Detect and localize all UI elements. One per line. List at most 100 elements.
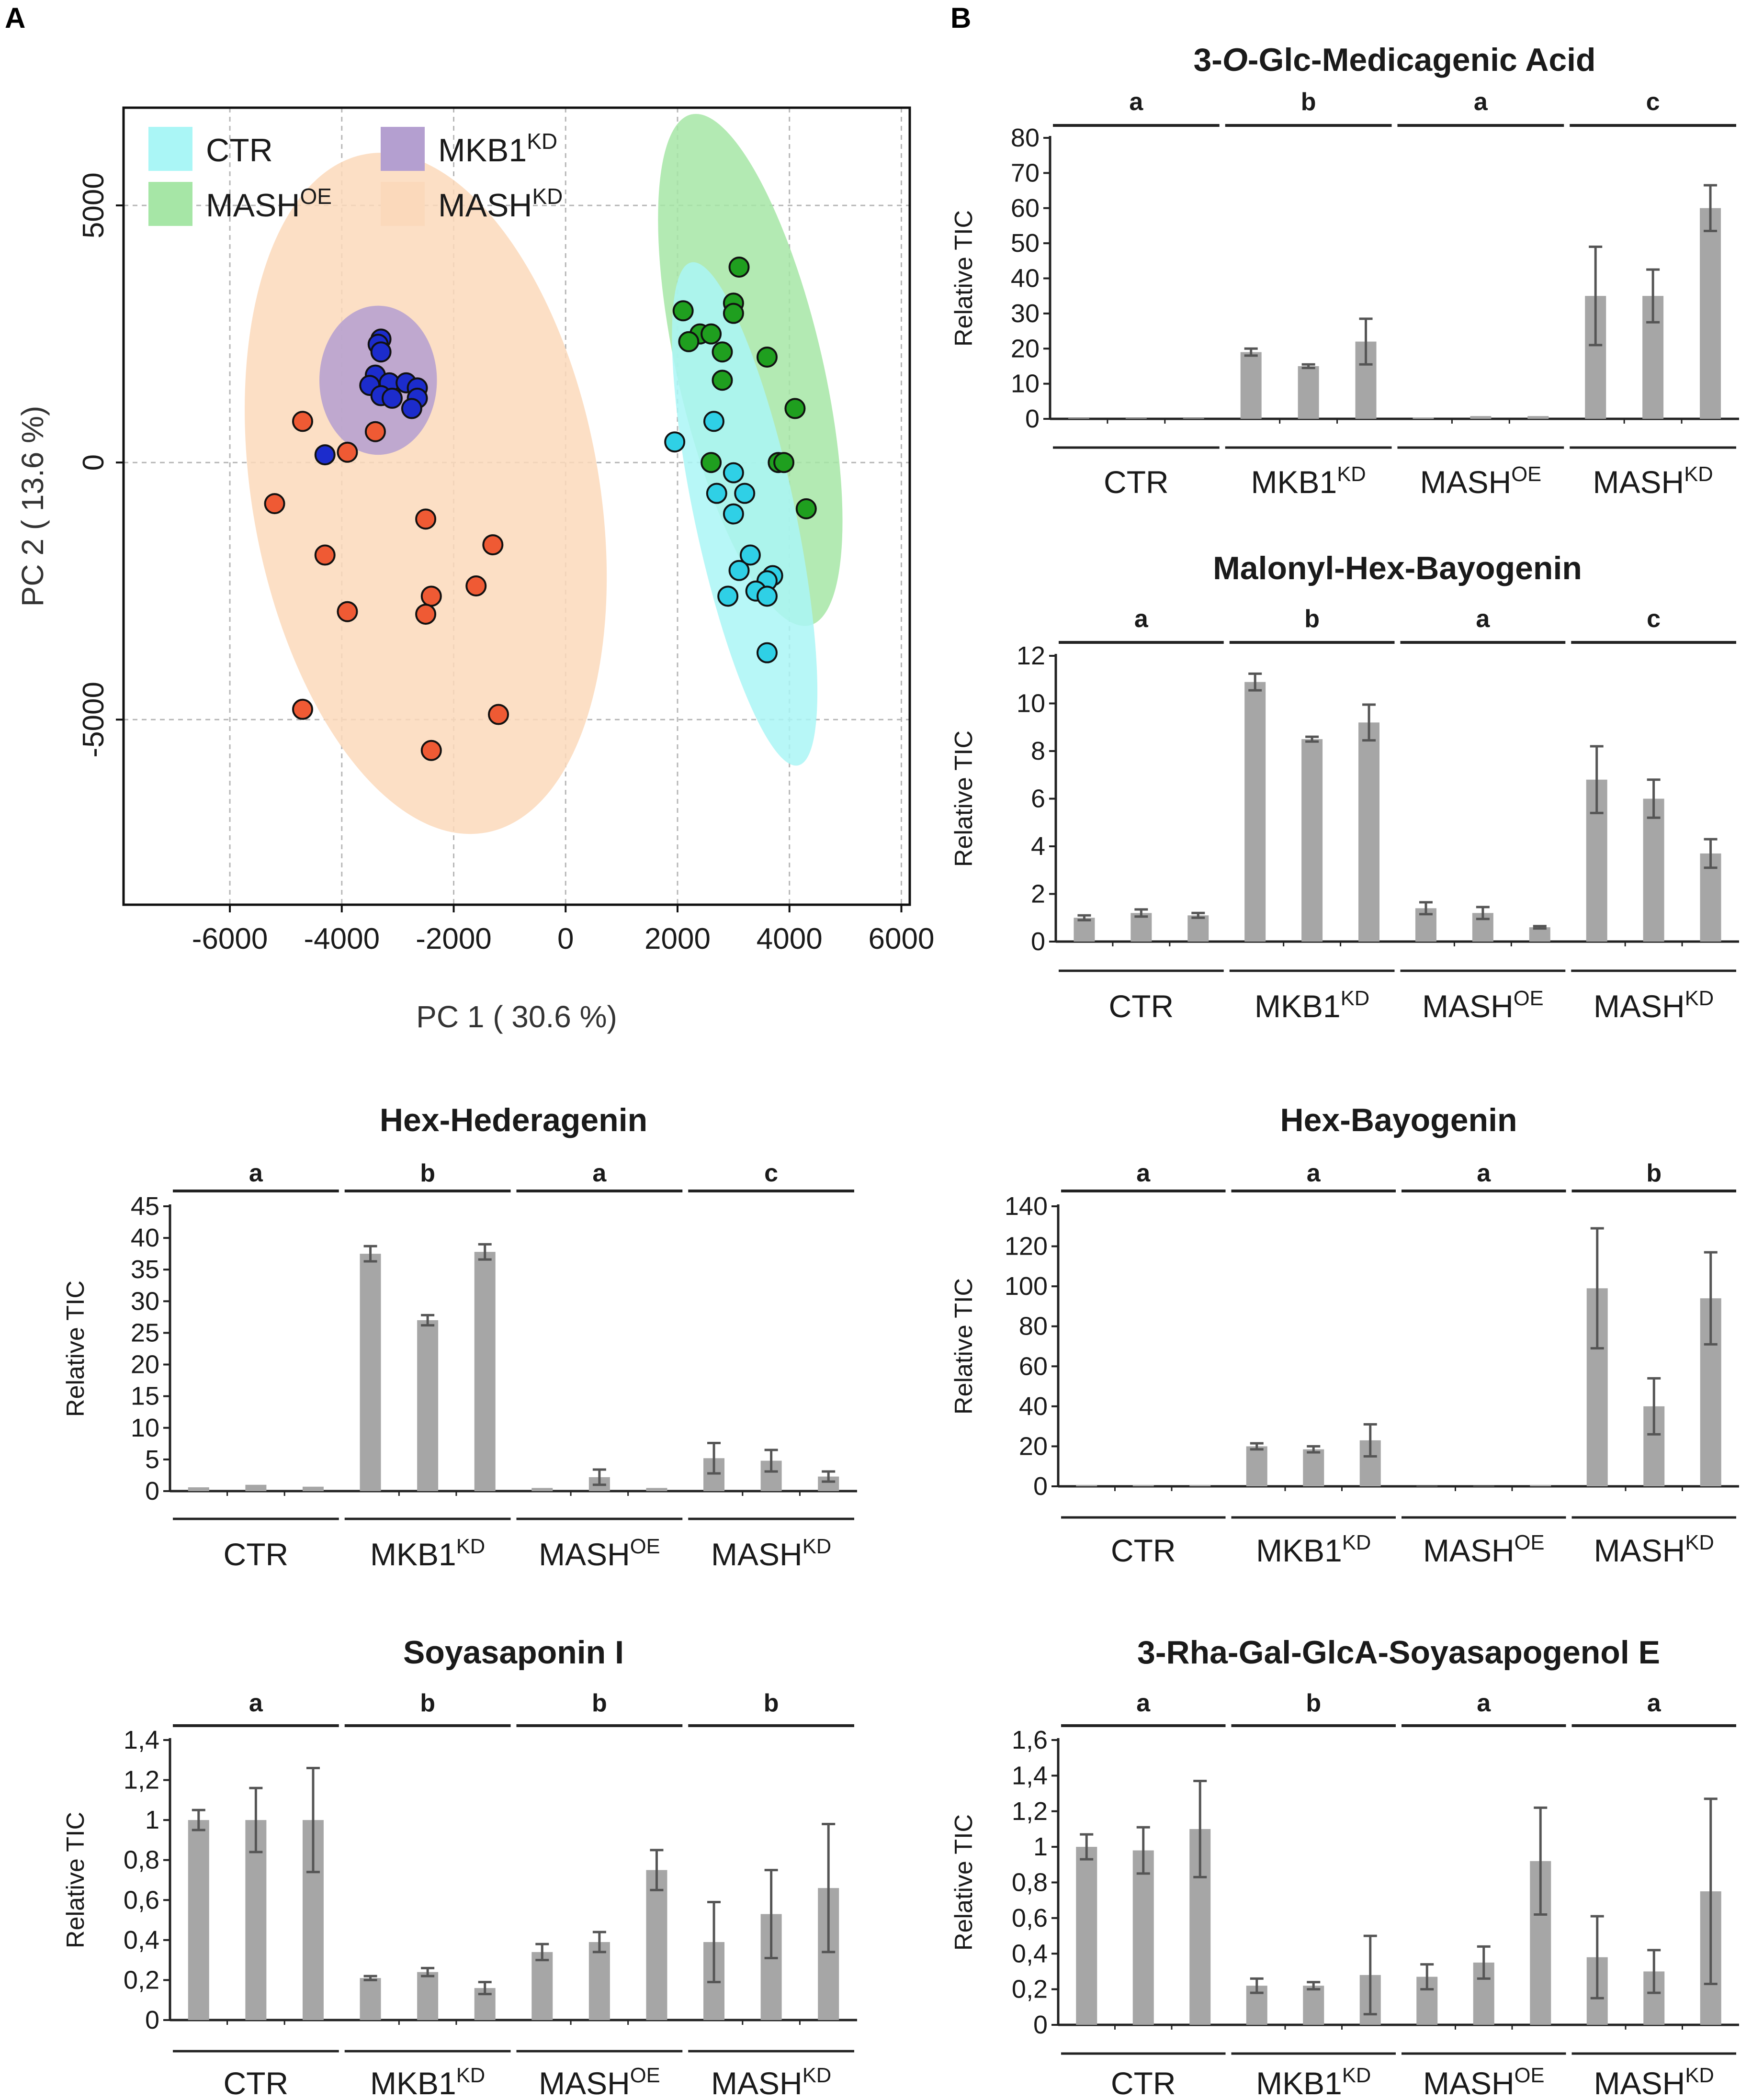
legend-swatch-mashkd	[381, 182, 425, 226]
bar	[1246, 1446, 1267, 1486]
category-label: CTR	[224, 2066, 289, 2100]
category-label: MASHKD	[1594, 1531, 1714, 1568]
panel-label-a: A	[5, 2, 25, 34]
bar-chart-soyasapogenol-e: 3-Rha-Gal-GlcA-Soyasapogenol E 0 0,2 0,4 0,6…	[950, 1634, 1739, 2100]
y-tick-label: 0	[1033, 2010, 1048, 2039]
bar	[417, 1972, 439, 2020]
y-tick-label: 1	[1033, 1832, 1048, 1861]
category-label-base: MASH	[711, 2066, 803, 2100]
bar	[1125, 418, 1147, 419]
bar	[1132, 1485, 1154, 1486]
y-tick-label: 0,6	[124, 1886, 159, 1914]
category-label-sup: OE	[1511, 463, 1541, 486]
bar-chart-soyasaponin-i: Soyasaponin I 0 0,2 0,4 0,6 0,8 1 1,2 1,4 Relativ…	[62, 1634, 857, 2100]
y-tick-label: 1,6	[1012, 1726, 1048, 1754]
significance-letter: a	[1134, 605, 1149, 633]
y-axis-label: Relative TIC	[950, 1278, 978, 1415]
category-label: MASHKD	[711, 2064, 831, 2100]
category-label-sup: KD	[1341, 987, 1370, 1010]
pca-xtick-label: -4000	[304, 922, 380, 955]
legend-label-mkb1: MKB1KD	[438, 129, 557, 168]
category-label-sup: OE	[1515, 1531, 1545, 1554]
chart-title: 3-Rha-Gal-GlcA-Soyasapogenol E	[1137, 1634, 1660, 1671]
pca-point-mashoe	[773, 452, 795, 473]
significance-letter: a	[1136, 1159, 1151, 1187]
pca-plot-frame	[122, 106, 911, 906]
bar-chart-hex-hederagenin: Hex-Hederagenin 0 5 10 15 20 25 30 35 40 45 Relativ…	[62, 1102, 857, 1572]
y-axis-label: Relative TIC	[62, 1280, 90, 1417]
bar	[245, 1820, 267, 2020]
bar	[1244, 682, 1266, 942]
category-label-sup: KD	[1685, 2064, 1714, 2087]
pca-point-ctr	[717, 585, 739, 607]
pca-point-mashoe	[701, 323, 722, 345]
category-label-base: MASH	[1594, 2066, 1685, 2100]
y-axis-label: Relative TIC	[950, 1814, 978, 1951]
category-label-sup: KD	[1684, 463, 1713, 486]
pca-point-mashkd	[264, 493, 285, 515]
pca-point-mashkd	[337, 441, 358, 463]
pca-ytick-label: -5000	[77, 682, 110, 758]
category-label-base: MKB1	[1251, 464, 1337, 500]
bar	[1301, 739, 1323, 942]
category-label: MASHKD	[1594, 2064, 1714, 2100]
pca-xtick-label: 6000	[869, 922, 935, 955]
y-tick-label: 60	[1019, 1352, 1048, 1381]
pca-point-mashoe	[784, 398, 806, 419]
y-tick-label: 25	[131, 1318, 159, 1347]
panel-label-b: B	[950, 2, 971, 34]
pca-xtick-label: 0	[557, 922, 574, 955]
chart-title: Hex-Hederagenin	[380, 1102, 647, 1138]
y-tick-label: 10	[1011, 370, 1040, 398]
pca-point-mashkd	[488, 704, 509, 725]
pca-point-mashoe	[723, 303, 744, 324]
bar	[417, 1320, 439, 1491]
y-tick-label: 40	[131, 1224, 159, 1252]
pca-ytick-label: 0	[77, 454, 110, 471]
y-tick-label: 40	[1019, 1392, 1048, 1421]
bar	[1527, 416, 1549, 419]
bar	[245, 1484, 267, 1491]
y-tick-label: 30	[131, 1287, 159, 1315]
category-label-sup: KD	[456, 1535, 486, 1558]
category-label: CTR	[1111, 2066, 1176, 2100]
category-label-base: MASH	[1594, 1533, 1685, 1568]
bar-chart-hex-bayogenin: Hex-Bayogenin 0 20 40 60 80 100 120 140 Relative …	[950, 1102, 1739, 1568]
bar	[302, 1486, 324, 1491]
category-label-base: CTR	[1109, 988, 1174, 1024]
y-tick-label: 0,4	[124, 1926, 159, 1954]
pca-point-mashoe	[728, 257, 750, 278]
bar	[1298, 366, 1319, 419]
category-label: MKB1KD	[1255, 987, 1369, 1024]
bar	[1132, 1850, 1154, 2025]
category-label-base: MASH	[1422, 988, 1514, 1024]
pca-point-mashoe	[712, 370, 733, 391]
pca-point-ctr	[756, 642, 778, 663]
category-label-sup: KD	[1342, 2064, 1371, 2087]
category-label: CTR	[224, 1537, 289, 1572]
bar	[1358, 722, 1380, 942]
pca-point-mashoe	[672, 300, 694, 322]
pca-point-ctr	[739, 544, 761, 566]
category-label-sup: OE	[630, 1535, 660, 1558]
category-label-base: MASH	[1423, 1533, 1515, 1568]
significance-letter: a	[249, 1689, 263, 1717]
significance-letter: b	[1646, 1159, 1662, 1187]
category-label: CTR	[1109, 988, 1174, 1024]
pca-x-axis-label: PC 1 ( 30.6 %)	[416, 999, 617, 1034]
category-label-base: MASH	[1420, 464, 1512, 500]
category-label-base: MKB1	[1256, 2066, 1342, 2100]
bar	[474, 1252, 496, 1491]
pca-xtick-label: -2000	[416, 922, 492, 955]
pca-point-mashoe	[756, 346, 778, 368]
y-tick-label: 0,8	[1012, 1868, 1048, 1897]
bar	[1187, 915, 1209, 942]
category-label: MASHOE	[539, 1535, 660, 1572]
y-axis-label: Relative TIC	[950, 730, 978, 867]
significance-letter: a	[249, 1159, 263, 1187]
y-tick-label: 30	[1011, 299, 1040, 328]
pca-point-mashkd	[420, 585, 442, 607]
category-label-sup: KD	[803, 1535, 832, 1558]
pca-point-ctr	[723, 462, 744, 483]
y-tick-label: 20	[131, 1350, 159, 1379]
